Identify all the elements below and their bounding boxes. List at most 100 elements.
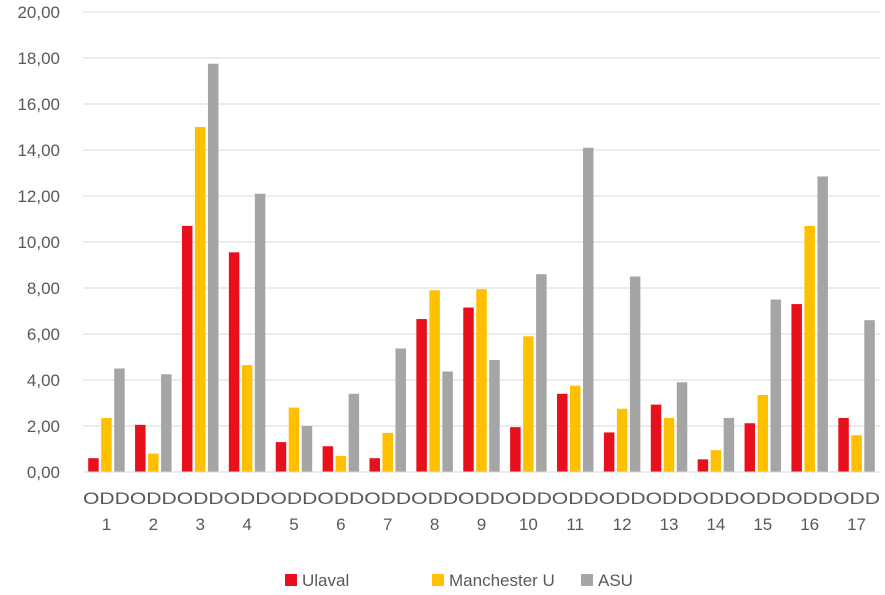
- bar-ulaval-6: [322, 446, 334, 472]
- y-tick-label: 16,00: [17, 95, 60, 114]
- x-tick-label-bottom: 9: [477, 515, 486, 534]
- bar-asu-11: [583, 147, 594, 472]
- x-tick-label-top: ODD: [411, 489, 458, 508]
- x-tick-label-bottom: 12: [613, 515, 632, 534]
- y-tick-label: 10,00: [17, 233, 60, 252]
- x-tick-label-top: ODD: [224, 489, 271, 508]
- x-tick-label-top: ODD: [83, 489, 130, 508]
- x-tick-label-top: ODD: [364, 489, 411, 508]
- bar-asu-16: [817, 176, 828, 472]
- bar-manchester-u-17: [851, 435, 862, 472]
- bar-manchester-u-11: [570, 385, 581, 472]
- x-tick-label-top: ODD: [739, 489, 786, 508]
- bar-ulaval-4: [228, 252, 240, 472]
- bar-manchester-u-16: [804, 225, 815, 472]
- bar-asu-2: [161, 374, 172, 472]
- bar-manchester-u-8: [429, 290, 440, 472]
- y-tick-label: 4,00: [27, 371, 60, 390]
- bar-manchester-u-13: [663, 417, 675, 472]
- y-tick-label: 0,00: [27, 463, 60, 482]
- bar-asu-1: [114, 368, 125, 472]
- bar-ulaval-9: [463, 307, 474, 472]
- x-tick-label-bottom: 10: [519, 515, 538, 534]
- legend: Ulaval Manchester U ASU: [285, 571, 633, 590]
- x-tick-label-bottom: 6: [336, 515, 345, 534]
- bar-asu-7: [395, 348, 406, 472]
- bar-manchester-u-9: [476, 289, 487, 472]
- bar-manchester-u-15: [757, 394, 769, 472]
- bar-manchester-u-4: [241, 365, 253, 472]
- bar-ulaval-15: [744, 423, 756, 472]
- x-tick-label-top: ODD: [130, 489, 177, 508]
- x-tick-label-top: ODD: [786, 489, 833, 508]
- bar-asu-17: [864, 320, 875, 472]
- y-tick-label: 18,00: [17, 49, 60, 68]
- bar-asu-15: [770, 299, 782, 472]
- x-tick-label-bottom: 17: [847, 515, 866, 534]
- x-axis: ODD 1 ODD 2 ODD 3 ODD 4 ODD 5 ODD 6 ODD 7 ODD 8 ODD 9 ODD 1…: [83, 471, 880, 534]
- x-tick-label-top: ODD: [458, 489, 505, 508]
- y-axis: 0,00 2,00 4,00 6,00 8,00 10,00 12,00 14,00 16,00…: [17, 3, 60, 482]
- bar-manchester-u-12: [616, 408, 628, 472]
- x-tick-label-bottom: 2: [149, 515, 158, 534]
- bar-manchester-u-10: [523, 336, 534, 472]
- bar-asu-10: [536, 274, 547, 472]
- x-tick-label-bottom: 4: [242, 515, 251, 534]
- y-tick-label: 8,00: [27, 279, 60, 298]
- bar-manchester-u-5: [288, 407, 300, 472]
- y-tick-label: 20,00: [17, 3, 60, 22]
- legend-swatch-manchester-u: [432, 574, 444, 586]
- y-tick-label: 2,00: [27, 417, 60, 436]
- bar-asu-8: [442, 371, 453, 472]
- y-tick-label: 6,00: [27, 325, 60, 344]
- bar-ulaval-13: [650, 404, 662, 472]
- x-tick-label-bottom: 14: [706, 515, 725, 534]
- bar-ulaval-10: [510, 427, 521, 472]
- x-tick-label-top: ODD: [833, 489, 880, 508]
- bar-ulaval-17: [838, 417, 849, 472]
- bar-ulaval-16: [791, 304, 802, 472]
- bar-manchester-u-3: [194, 127, 206, 472]
- bar-asu-12: [629, 276, 641, 472]
- bar-asu-4: [254, 193, 266, 472]
- x-tick-label-bottom: 3: [195, 515, 204, 534]
- x-tick-label-bottom: 16: [800, 515, 819, 534]
- legend-label: ASU: [598, 571, 633, 590]
- bar-ulaval-11: [557, 393, 568, 472]
- x-tick-label-top: ODD: [271, 489, 318, 508]
- bar-ulaval-3: [181, 225, 193, 472]
- legend-label: Manchester U: [449, 571, 555, 590]
- bar-ulaval-12: [603, 432, 615, 472]
- x-tick-label-top: ODD: [505, 489, 552, 508]
- bar-ulaval-2: [135, 424, 146, 472]
- x-tick-label-bottom: 1: [102, 515, 111, 534]
- bars: [88, 63, 875, 472]
- y-tick-label: 14,00: [17, 141, 60, 160]
- x-tick-label-top: ODD: [692, 489, 739, 508]
- bar-manchester-u-6: [335, 455, 347, 472]
- bar-ulaval-1: [88, 458, 99, 472]
- bar-manchester-u-7: [382, 432, 393, 472]
- legend-swatch-asu: [581, 574, 593, 586]
- bar-asu-6: [348, 393, 360, 472]
- bar-asu-3: [207, 63, 219, 472]
- legend-label: Ulaval: [302, 571, 349, 590]
- bar-asu-5: [301, 426, 313, 472]
- bar-manchester-u-14: [710, 450, 722, 472]
- x-tick-label-bottom: 7: [383, 515, 392, 534]
- bar-ulaval-8: [416, 319, 427, 472]
- bar-manchester-u-1: [101, 417, 112, 472]
- x-tick-label-top: ODD: [177, 489, 224, 508]
- x-tick-label-bottom: 5: [289, 515, 298, 534]
- x-tick-label-top: ODD: [317, 489, 364, 508]
- x-tick-label-top: ODD: [646, 489, 693, 508]
- x-tick-label-bottom: 8: [430, 515, 439, 534]
- bar-ulaval-14: [697, 459, 709, 472]
- bar-asu-13: [676, 382, 688, 472]
- x-tick-label-bottom: 13: [660, 515, 679, 534]
- bar-ulaval-5: [275, 442, 287, 472]
- x-tick-label-bottom: 15: [753, 515, 772, 534]
- x-tick-label-bottom: 11: [566, 515, 584, 534]
- bar-asu-9: [489, 359, 500, 472]
